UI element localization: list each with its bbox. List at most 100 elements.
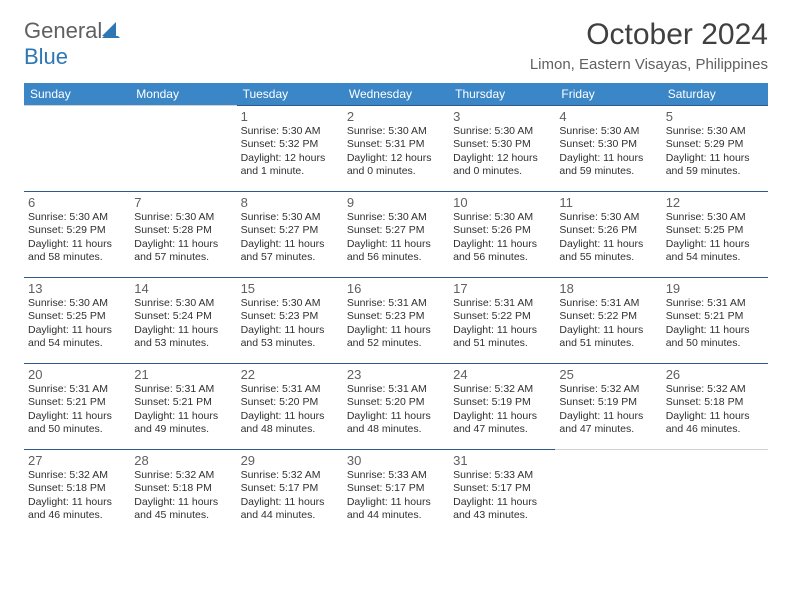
day-header-row: SundayMondayTuesdayWednesdayThursdayFrid…: [24, 83, 768, 106]
day-header-sunday: Sunday: [24, 83, 130, 106]
calendar-cell-20: 20Sunrise: 5:31 AMSunset: 5:21 PMDayligh…: [24, 364, 130, 450]
day-number: 28: [134, 453, 232, 468]
day-number: 19: [666, 281, 764, 296]
day-number: 31: [453, 453, 551, 468]
day-header-tuesday: Tuesday: [237, 83, 343, 106]
day-info: Sunrise: 5:30 AMSunset: 5:28 PMDaylight:…: [134, 211, 232, 265]
calendar-cell-4: 4Sunrise: 5:30 AMSunset: 5:30 PMDaylight…: [555, 106, 661, 192]
day-info: Sunrise: 5:31 AMSunset: 5:20 PMDaylight:…: [347, 383, 445, 437]
day-number: 18: [559, 281, 657, 296]
day-number: 14: [134, 281, 232, 296]
logo: General Blue: [24, 18, 120, 70]
calendar-cell-24: 24Sunrise: 5:32 AMSunset: 5:19 PMDayligh…: [449, 364, 555, 450]
calendar-cell-29: 29Sunrise: 5:32 AMSunset: 5:17 PMDayligh…: [237, 450, 343, 536]
day-info: Sunrise: 5:30 AMSunset: 5:25 PMDaylight:…: [666, 211, 764, 265]
calendar-cell-27: 27Sunrise: 5:32 AMSunset: 5:18 PMDayligh…: [24, 450, 130, 536]
location-text: Limon, Eastern Visayas, Philippines: [530, 56, 768, 73]
day-header-monday: Monday: [130, 83, 236, 106]
calendar-cell-10: 10Sunrise: 5:30 AMSunset: 5:26 PMDayligh…: [449, 192, 555, 278]
day-info: Sunrise: 5:31 AMSunset: 5:21 PMDaylight:…: [28, 383, 126, 437]
calendar-cell-16: 16Sunrise: 5:31 AMSunset: 5:23 PMDayligh…: [343, 278, 449, 364]
calendar-cell-21: 21Sunrise: 5:31 AMSunset: 5:21 PMDayligh…: [130, 364, 236, 450]
day-number: 3: [453, 109, 551, 124]
logo-general: General: [24, 18, 102, 43]
day-number: 8: [241, 195, 339, 210]
day-number: 4: [559, 109, 657, 124]
day-number: 25: [559, 367, 657, 382]
day-info: Sunrise: 5:30 AMSunset: 5:30 PMDaylight:…: [559, 125, 657, 179]
day-info: Sunrise: 5:32 AMSunset: 5:17 PMDaylight:…: [241, 469, 339, 523]
day-info: Sunrise: 5:30 AMSunset: 5:32 PMDaylight:…: [241, 125, 339, 179]
day-info: Sunrise: 5:30 AMSunset: 5:27 PMDaylight:…: [241, 211, 339, 265]
calendar-cell-empty: [662, 450, 768, 536]
calendar-cell-empty: [555, 450, 661, 536]
logo-sail-icon: [102, 22, 120, 38]
day-number: 30: [347, 453, 445, 468]
day-header-wednesday: Wednesday: [343, 83, 449, 106]
logo-text: General Blue: [24, 18, 120, 70]
calendar-cell-7: 7Sunrise: 5:30 AMSunset: 5:28 PMDaylight…: [130, 192, 236, 278]
day-info: Sunrise: 5:31 AMSunset: 5:22 PMDaylight:…: [453, 297, 551, 351]
day-number: 11: [559, 195, 657, 210]
calendar-cell-13: 13Sunrise: 5:30 AMSunset: 5:25 PMDayligh…: [24, 278, 130, 364]
calendar-cell-15: 15Sunrise: 5:30 AMSunset: 5:23 PMDayligh…: [237, 278, 343, 364]
day-number: 2: [347, 109, 445, 124]
day-number: 16: [347, 281, 445, 296]
calendar-cell-14: 14Sunrise: 5:30 AMSunset: 5:24 PMDayligh…: [130, 278, 236, 364]
day-number: 17: [453, 281, 551, 296]
title-block: October 2024 Limon, Eastern Visayas, Phi…: [530, 18, 768, 73]
day-number: 24: [453, 367, 551, 382]
day-number: 15: [241, 281, 339, 296]
calendar-cell-5: 5Sunrise: 5:30 AMSunset: 5:29 PMDaylight…: [662, 106, 768, 192]
calendar-cell-6: 6Sunrise: 5:30 AMSunset: 5:29 PMDaylight…: [24, 192, 130, 278]
day-info: Sunrise: 5:30 AMSunset: 5:29 PMDaylight:…: [666, 125, 764, 179]
day-number: 10: [453, 195, 551, 210]
calendar-cell-2: 2Sunrise: 5:30 AMSunset: 5:31 PMDaylight…: [343, 106, 449, 192]
day-info: Sunrise: 5:32 AMSunset: 5:18 PMDaylight:…: [666, 383, 764, 437]
calendar-row: 27Sunrise: 5:32 AMSunset: 5:18 PMDayligh…: [24, 450, 768, 536]
calendar-body: 1Sunrise: 5:30 AMSunset: 5:32 PMDaylight…: [24, 106, 768, 536]
day-info: Sunrise: 5:30 AMSunset: 5:27 PMDaylight:…: [347, 211, 445, 265]
calendar-cell-23: 23Sunrise: 5:31 AMSunset: 5:20 PMDayligh…: [343, 364, 449, 450]
day-number: 9: [347, 195, 445, 210]
day-number: 27: [28, 453, 126, 468]
day-number: 23: [347, 367, 445, 382]
day-info: Sunrise: 5:31 AMSunset: 5:23 PMDaylight:…: [347, 297, 445, 351]
calendar-cell-28: 28Sunrise: 5:32 AMSunset: 5:18 PMDayligh…: [130, 450, 236, 536]
day-info: Sunrise: 5:30 AMSunset: 5:31 PMDaylight:…: [347, 125, 445, 179]
day-info: Sunrise: 5:32 AMSunset: 5:18 PMDaylight:…: [134, 469, 232, 523]
day-number: 6: [28, 195, 126, 210]
calendar-cell-empty: [24, 106, 130, 192]
day-header-thursday: Thursday: [449, 83, 555, 106]
calendar-cell-empty: [130, 106, 236, 192]
calendar-cell-18: 18Sunrise: 5:31 AMSunset: 5:22 PMDayligh…: [555, 278, 661, 364]
day-info: Sunrise: 5:30 AMSunset: 5:26 PMDaylight:…: [453, 211, 551, 265]
day-info: Sunrise: 5:32 AMSunset: 5:18 PMDaylight:…: [28, 469, 126, 523]
calendar-cell-12: 12Sunrise: 5:30 AMSunset: 5:25 PMDayligh…: [662, 192, 768, 278]
calendar-cell-31: 31Sunrise: 5:33 AMSunset: 5:17 PMDayligh…: [449, 450, 555, 536]
day-info: Sunrise: 5:32 AMSunset: 5:19 PMDaylight:…: [453, 383, 551, 437]
calendar-cell-30: 30Sunrise: 5:33 AMSunset: 5:17 PMDayligh…: [343, 450, 449, 536]
day-number: 22: [241, 367, 339, 382]
calendar-cell-9: 9Sunrise: 5:30 AMSunset: 5:27 PMDaylight…: [343, 192, 449, 278]
day-info: Sunrise: 5:30 AMSunset: 5:24 PMDaylight:…: [134, 297, 232, 351]
day-info: Sunrise: 5:33 AMSunset: 5:17 PMDaylight:…: [347, 469, 445, 523]
calendar-cell-19: 19Sunrise: 5:31 AMSunset: 5:21 PMDayligh…: [662, 278, 768, 364]
logo-blue: Blue: [24, 44, 68, 69]
calendar-cell-1: 1Sunrise: 5:30 AMSunset: 5:32 PMDaylight…: [237, 106, 343, 192]
calendar-cell-11: 11Sunrise: 5:30 AMSunset: 5:26 PMDayligh…: [555, 192, 661, 278]
calendar-row: 13Sunrise: 5:30 AMSunset: 5:25 PMDayligh…: [24, 278, 768, 364]
header: General Blue October 2024 Limon, Eastern…: [24, 18, 768, 73]
day-header-friday: Friday: [555, 83, 661, 106]
calendar-row: 1Sunrise: 5:30 AMSunset: 5:32 PMDaylight…: [24, 106, 768, 192]
day-info: Sunrise: 5:30 AMSunset: 5:25 PMDaylight:…: [28, 297, 126, 351]
day-info: Sunrise: 5:30 AMSunset: 5:23 PMDaylight:…: [241, 297, 339, 351]
calendar-cell-8: 8Sunrise: 5:30 AMSunset: 5:27 PMDaylight…: [237, 192, 343, 278]
page-title: October 2024: [530, 18, 768, 52]
day-info: Sunrise: 5:33 AMSunset: 5:17 PMDaylight:…: [453, 469, 551, 523]
day-info: Sunrise: 5:30 AMSunset: 5:29 PMDaylight:…: [28, 211, 126, 265]
day-number: 21: [134, 367, 232, 382]
day-number: 5: [666, 109, 764, 124]
day-info: Sunrise: 5:31 AMSunset: 5:21 PMDaylight:…: [134, 383, 232, 437]
day-info: Sunrise: 5:30 AMSunset: 5:30 PMDaylight:…: [453, 125, 551, 179]
